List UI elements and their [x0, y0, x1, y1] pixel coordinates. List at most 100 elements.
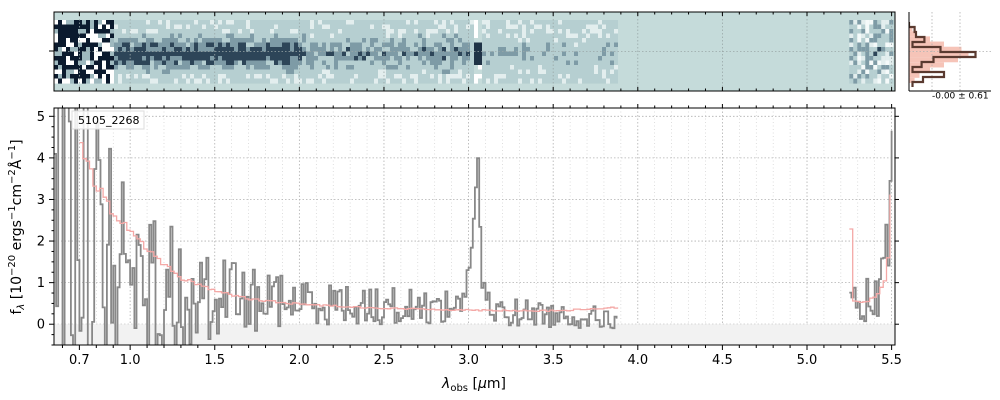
spectrum-2d-pixel: [873, 20, 878, 26]
spectrum-2d-pixel: [358, 78, 362, 84]
spectrum-2d-pixel: [102, 47, 106, 53]
spectrum-2d-pixel: [274, 47, 278, 53]
spectrum-2d-pixel: [78, 33, 82, 39]
spectrum-2d-pixel: [334, 38, 338, 44]
spectrum-2d-pixel: [326, 29, 330, 35]
spectrum-2d-pixel: [466, 69, 470, 75]
spectrum-2d-pixel: [170, 51, 174, 57]
spectrum-2d-pixel: [302, 20, 306, 26]
spectrum-2d-pixel: [86, 42, 90, 48]
x-tick-label: 2.5: [374, 353, 395, 368]
spectrum-2d-pixel: [498, 65, 502, 71]
spectrum-2d-pixel: [186, 20, 190, 26]
spectrum-2d-pixel: [526, 29, 530, 35]
spectrum-2d-pixel: [78, 51, 82, 57]
spectrum-2d-pixel: [442, 38, 446, 44]
spectrum-2d-pixel: [558, 74, 562, 80]
spectrum-2d-pixel: [182, 60, 186, 66]
spectrum-2d-pixel: [494, 24, 498, 30]
histogram-bar: [909, 31, 916, 37]
spectrum-2d-pixel: [470, 51, 474, 57]
spectrum-2d-pixel: [853, 33, 858, 39]
spectrum-2d-pixel: [94, 47, 98, 53]
spectrum-2d-pixel: [298, 65, 302, 71]
spectrum-2d-pixel: [542, 38, 546, 44]
spectrum-2d-pixel: [354, 74, 358, 80]
spectrum-2d-pixel: [230, 51, 234, 57]
spectrum-2d-pixel: [250, 24, 254, 30]
spectrum-2d-pixel: [885, 56, 890, 62]
spectrum-2d-pixel: [114, 65, 118, 71]
spectrum-2d-pixel: [370, 33, 374, 39]
spectrum-2d-pixel: [266, 42, 270, 48]
y-tick-label: 3: [37, 193, 45, 208]
spectrum-2d-pixel: [502, 33, 506, 39]
spectrum-2d-pixel: [222, 78, 226, 84]
spectrum-2d-pixel: [338, 38, 342, 44]
spectrum-2d-pixel: [310, 51, 314, 57]
spectrum-2d-pixel: [594, 60, 598, 66]
spectrum-2d-pixel: [857, 20, 862, 26]
spectrum-2d-pixel: [246, 69, 250, 75]
spectrum-2d-pixel: [118, 33, 122, 39]
spectrum-2d-pixel: [130, 29, 134, 35]
spectrum-2d-pixel: [518, 29, 522, 35]
spectrum-2d-pixel: [306, 60, 310, 66]
spectrum-2d-pixel: [78, 78, 82, 84]
spectrum-2d-pixel: [350, 74, 354, 80]
spectrum-2d-pixel: [234, 60, 238, 66]
spectrum-2d-pixel: [338, 33, 342, 39]
spectrum-2d-pixel: [558, 20, 562, 26]
spectrum-2d-pixel: [286, 24, 290, 30]
spectrum-2d-pixel: [550, 29, 554, 35]
spectrum-2d-pixel: [222, 42, 226, 48]
spectrum-2d-pixel: [582, 42, 586, 48]
spectrum-2d-pixel: [226, 60, 230, 66]
spectrum-2d-pixel: [438, 24, 442, 30]
spectrum-2d-pixel: [378, 20, 382, 26]
spectrum-2d-pixel: [849, 69, 854, 75]
spectrum-2d-pixel: [366, 20, 370, 26]
spectrum-2d-pixel: [358, 42, 362, 48]
spectrum-2d-pixel: [326, 56, 330, 62]
spectrum-2d-pixel: [338, 56, 342, 62]
spectrum-2d-pixel: [74, 56, 78, 62]
spectrum-2d-pixel: [58, 20, 62, 26]
spectrum-2d-pixel: [126, 69, 130, 75]
spectrum-2d-pixel: [506, 69, 510, 75]
spectrum-2d-pixel: [90, 20, 94, 26]
spectrum-2d-pixel: [374, 33, 378, 39]
spectrum-2d-pixel: [422, 33, 426, 39]
spectrum-2d-pixel: [602, 56, 606, 62]
spectrum-2d-pixel: [570, 20, 574, 26]
spectrum-2d-pixel: [378, 24, 382, 30]
spectrum-2d-pixel: [877, 78, 882, 84]
spectrum-2d-pixel: [246, 47, 250, 53]
spectrum-2d-pixel: [394, 42, 398, 48]
spectrum-2d-pixel: [302, 47, 306, 53]
spectrum-2d-pixel: [182, 78, 186, 84]
spectrum-2d-pixel: [338, 78, 342, 84]
spectrum-2d-pixel: [210, 47, 214, 53]
spectrum-2d-pixel: [206, 20, 210, 26]
spectrum-2d-pixel: [270, 65, 274, 71]
spectrum-2d-pixel: [434, 47, 438, 53]
spectrum-2d-pixel: [318, 38, 322, 44]
spectrum-2d-pixel: [94, 24, 98, 30]
spectrum-2d-pixel: [294, 24, 298, 30]
spectrum-2d-pixel: [326, 42, 330, 48]
spectrum-2d-pixel: [538, 33, 542, 39]
spectrum-2d-pixel: [102, 56, 106, 62]
spectrum-2d-pixel: [574, 69, 578, 75]
spectrum-2d-pixel: [458, 20, 462, 26]
spectrum-2d-pixel: [314, 56, 318, 62]
spectrum-2d-pixel: [270, 47, 274, 53]
spectrum-2d-pixel: [470, 56, 474, 62]
spectrum-2d-pixel: [98, 47, 102, 53]
spectrum-2d-pixel: [314, 38, 318, 44]
spectrum-2d-pixel: [606, 56, 610, 62]
spectrum-2d-pixel: [426, 74, 430, 80]
spectrum-2d-pixel: [442, 42, 446, 48]
spectrum-2d-pixel: [166, 24, 170, 30]
